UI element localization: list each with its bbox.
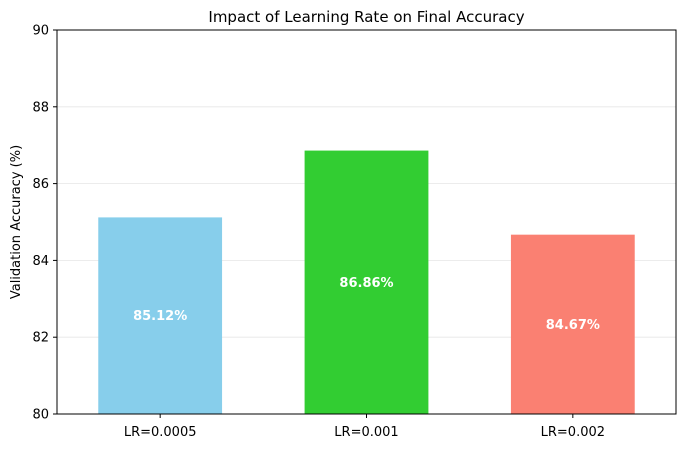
bar-value-label: 86.86% (339, 276, 393, 291)
bar-value-label: 85.12% (133, 309, 187, 324)
bars (98, 150, 635, 415)
y-tick-label: 88 (32, 100, 49, 115)
bar (510, 234, 635, 414)
y-axis-label: Validation Accuracy (%) (9, 145, 24, 299)
x-tick-label: LR=0.0005 (124, 425, 197, 440)
bar (304, 150, 429, 415)
x-tick-label: LR=0.002 (541, 425, 605, 440)
y-tick-label: 86 (32, 177, 49, 192)
y-axis-ticks: 80 82 84 86 88 90 (32, 24, 57, 423)
chart-title: Impact of Learning Rate on Final Accurac… (208, 8, 524, 26)
bar (98, 217, 223, 414)
y-tick-label: 80 (32, 408, 49, 423)
x-axis-ticks: LR=0.0005 LR=0.001 LR=0.002 (124, 414, 605, 440)
y-tick-label: 90 (32, 24, 49, 39)
bar-value-labels: 85.12% 86.86% 84.67% (133, 276, 600, 333)
bar-value-label: 84.67% (546, 318, 600, 333)
y-tick-label: 84 (32, 254, 49, 269)
y-tick-label: 82 (32, 331, 49, 346)
x-tick-label: LR=0.001 (334, 425, 398, 440)
